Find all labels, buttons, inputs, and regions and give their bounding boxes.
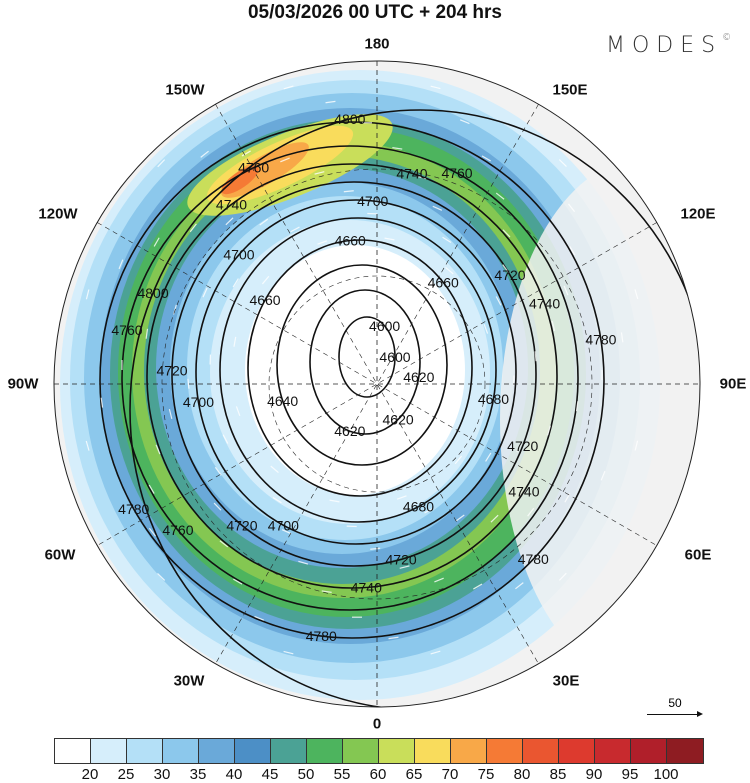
vector-arrow-icon xyxy=(647,714,699,715)
contour-label: 4780 xyxy=(585,332,616,348)
colorbar-label: 100 xyxy=(653,766,678,783)
contour-label: 4700 xyxy=(268,517,299,533)
contour-label: 4740 xyxy=(351,579,382,595)
contour-label: 4760 xyxy=(111,322,142,338)
lon-label-150e: 150E xyxy=(552,82,587,99)
colorbar-label: 75 xyxy=(478,766,495,783)
contour-label: 4620 xyxy=(403,369,434,385)
vector-legend-label: 50 xyxy=(668,696,681,710)
colorbar-swatch xyxy=(163,739,199,763)
lon-label-150w: 150W xyxy=(165,82,204,99)
contour-label: 4660 xyxy=(428,274,459,290)
contour-label: 4600 xyxy=(379,349,410,365)
contour-label: 4740 xyxy=(216,196,247,212)
colorbar-label: 80 xyxy=(514,766,531,783)
colorbar-swatch xyxy=(559,739,595,763)
logo-mark: © xyxy=(722,33,731,43)
colorbar-label: 35 xyxy=(190,766,207,783)
colorbar-label: 40 xyxy=(226,766,243,783)
lon-label-30w: 30W xyxy=(174,673,205,690)
colorbar-swatch xyxy=(451,739,487,763)
contour-label: 4720 xyxy=(507,438,538,454)
colorbar-swatch xyxy=(487,739,523,763)
colorbar-swatch xyxy=(595,739,631,763)
contour-label: 4720 xyxy=(386,551,417,567)
contour-label: 4740 xyxy=(508,483,539,499)
contour-label: 4700 xyxy=(357,193,388,209)
contour-label: 4720 xyxy=(156,363,187,379)
colorbar-label: 25 xyxy=(118,766,135,783)
colorbar-swatch xyxy=(127,739,163,763)
colorbar-swatch xyxy=(523,739,559,763)
lon-label-120w: 120W xyxy=(38,206,77,223)
contour-label: 4680 xyxy=(478,391,509,407)
logo-text: MODES xyxy=(606,33,722,58)
contour-label: 4760 xyxy=(441,165,472,181)
colorbar-label: 85 xyxy=(550,766,567,783)
colorbar-swatch xyxy=(55,739,91,763)
colorbar-swatch xyxy=(667,739,703,763)
colorbar-swatch xyxy=(379,739,415,763)
colorbar-swatch xyxy=(271,739,307,763)
contour-label: 4720 xyxy=(494,267,525,283)
contour-label: 4700 xyxy=(223,247,254,263)
colorbar-label: 70 xyxy=(442,766,459,783)
colorbar-label: 55 xyxy=(334,766,351,783)
colorbar-swatch xyxy=(631,739,667,763)
contour-label: 4680 xyxy=(403,499,434,515)
map-title: 05/03/2026 00 UTC + 204 hrs xyxy=(0,2,750,24)
colorbar-label: 20 xyxy=(82,766,99,783)
colorbar-label: 60 xyxy=(370,766,387,783)
lon-label-30e: 30E xyxy=(553,673,580,690)
colorbar-swatch xyxy=(235,739,271,763)
contour-label: 4720 xyxy=(226,517,257,533)
lon-label-180: 180 xyxy=(364,36,389,53)
lon-label-0: 0 xyxy=(373,716,381,733)
colorbar-label: 65 xyxy=(406,766,423,783)
colorbar-swatch xyxy=(199,739,235,763)
colorbar-swatch xyxy=(91,739,127,763)
colorbar-label: 30 xyxy=(154,766,171,783)
contour-label: 4780 xyxy=(306,628,337,644)
contour-label: 4620 xyxy=(334,423,365,439)
colorbar xyxy=(54,738,704,764)
contour-label: 4660 xyxy=(335,232,366,248)
contour-label: 4660 xyxy=(249,292,280,308)
contour-label: 4740 xyxy=(529,295,560,311)
contour-label: 4640 xyxy=(267,393,298,409)
colorbar-label: 50 xyxy=(298,766,315,783)
lon-label-60e: 60E xyxy=(685,547,712,564)
contour-label: 4800 xyxy=(334,111,365,127)
contour-label: 4760 xyxy=(162,522,193,538)
contour-label: 4800 xyxy=(137,285,168,301)
colorbar-label: 95 xyxy=(622,766,639,783)
lon-label-90e: 90E xyxy=(720,376,747,393)
contour-label: 4740 xyxy=(396,165,427,181)
contour-label: 4600 xyxy=(369,318,400,334)
colorbar-swatch xyxy=(307,739,343,763)
modes-logo: MODES© xyxy=(606,33,731,58)
contour-label: 4620 xyxy=(383,412,414,428)
colorbar-label: 45 xyxy=(262,766,279,783)
colorbar-label: 90 xyxy=(586,766,603,783)
contour-label: 4780 xyxy=(118,501,149,517)
lon-label-90w: 90W xyxy=(8,376,39,393)
colorbar-swatch xyxy=(343,739,379,763)
contour-label: 4760 xyxy=(238,160,269,176)
lon-label-60w: 60W xyxy=(45,547,76,564)
contour-label: 4700 xyxy=(183,394,214,410)
vector-legend: 50 xyxy=(647,696,703,710)
colorbar-swatch xyxy=(415,739,451,763)
lon-label-120e: 120E xyxy=(680,206,715,223)
contour-label: 4780 xyxy=(518,551,549,567)
